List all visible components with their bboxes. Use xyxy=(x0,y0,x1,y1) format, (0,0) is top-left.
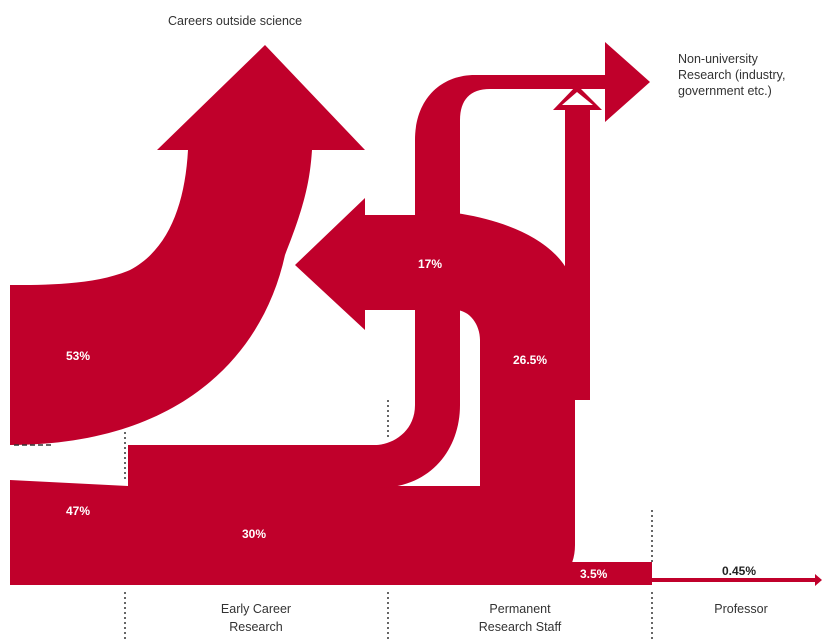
label-permanent-staff-line-2: Research Staff xyxy=(479,620,562,634)
label-30-percent: 30% xyxy=(242,527,266,541)
label-53-percent: 53% xyxy=(66,349,90,363)
label-non-university-line-2: Research (industry, xyxy=(678,68,785,82)
label-3-5-percent: 3.5% xyxy=(580,567,608,581)
flow-professor-line xyxy=(652,574,822,586)
label-0-45-percent: 0.45% xyxy=(722,564,756,578)
label-careers-outside-science: Careers outside science xyxy=(168,14,302,28)
label-permanent-staff-line-1: Permanent xyxy=(489,602,551,616)
label-non-university-line-3: government etc.) xyxy=(678,84,772,98)
flow-early-to-non-university xyxy=(128,42,650,488)
flow-to-careers-outside-science xyxy=(10,45,365,445)
flow-early-to-permanent xyxy=(128,486,490,585)
label-non-university-line-1: Non-university xyxy=(678,52,759,66)
label-26-5-percent: 26.5% xyxy=(513,353,547,367)
flow-permanent-staff-return xyxy=(295,198,575,585)
label-early-career-line-2: Research xyxy=(229,620,283,634)
arrow-head-inner xyxy=(562,92,593,105)
label-professor: Professor xyxy=(714,602,768,616)
label-early-career-line-1: Early Career xyxy=(221,602,291,616)
flow-main-band xyxy=(10,480,128,585)
label-47-percent: 47% xyxy=(66,504,90,518)
flow-permanent-to-non-university xyxy=(565,110,590,400)
label-17-percent: 17% xyxy=(418,257,442,271)
flow-permanent-to-professor xyxy=(490,562,652,585)
